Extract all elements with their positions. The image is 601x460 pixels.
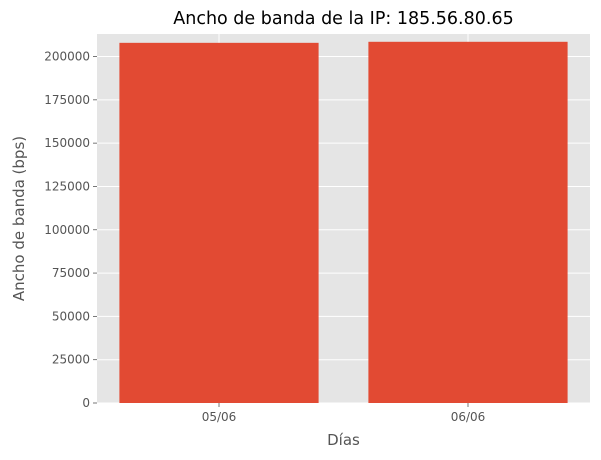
x-tick-label: 06/06 (451, 410, 486, 424)
bars (119, 41, 568, 404)
x-axis-ticks: 05/06 06/06 (202, 403, 486, 424)
bar (119, 42, 319, 404)
y-tick-label: 50000 (52, 309, 90, 323)
y-axis-ticks: 0 25000 50000 75000 100000 125000 150000 175000… (44, 50, 97, 410)
x-tick-label: 05/06 (202, 410, 237, 424)
y-tick-label: 200000 (44, 50, 90, 64)
y-tick-label: 175000 (44, 93, 90, 107)
y-tick-label: 125000 (44, 179, 90, 193)
y-tick-label: 0 (82, 396, 90, 410)
x-axis-label: Días (327, 431, 360, 449)
y-axis-label: Ancho de banda (bps) (10, 136, 28, 301)
y-tick-label: 100000 (44, 223, 90, 237)
y-tick-label: 75000 (52, 266, 90, 280)
y-tick-label: 25000 (52, 353, 90, 367)
y-tick-label: 150000 (44, 136, 90, 150)
bar (368, 41, 568, 403)
chart-title: Ancho de banda de la IP: 185.56.80.65 (173, 9, 513, 29)
